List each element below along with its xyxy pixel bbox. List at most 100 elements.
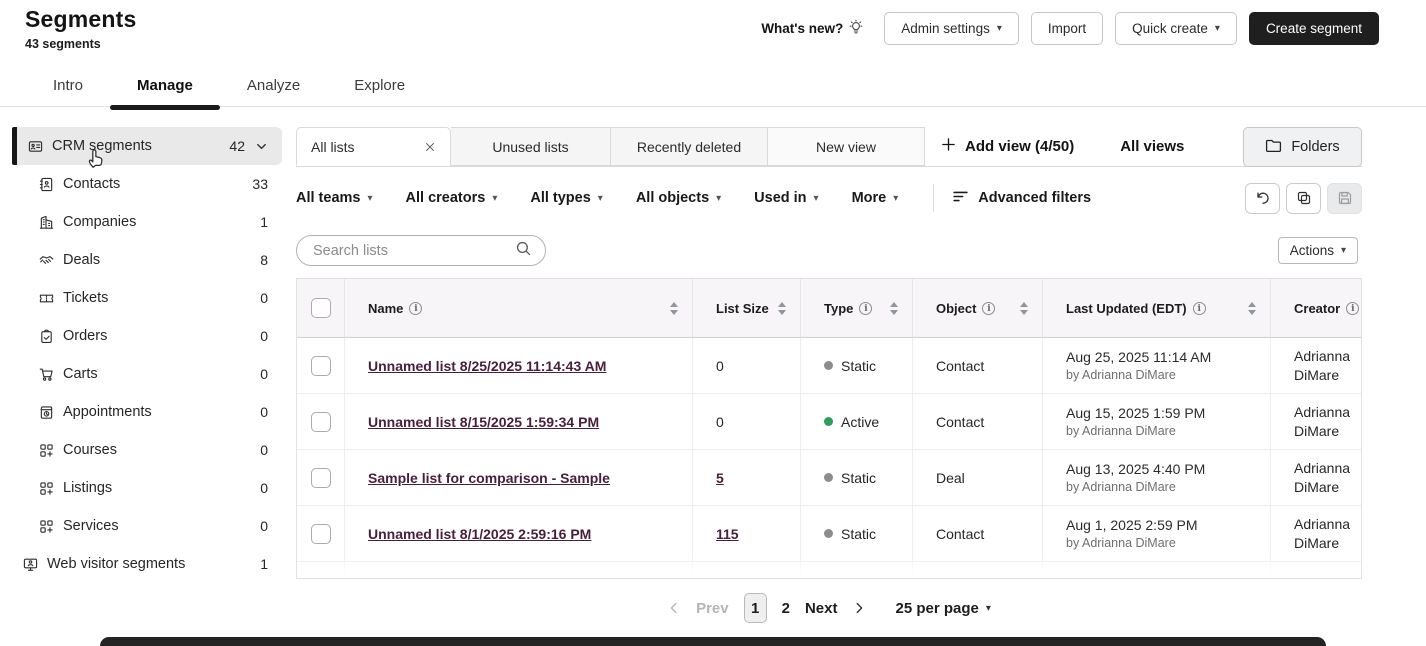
row-select-cell — [297, 394, 345, 450]
view-tab-new-view[interactable]: New view — [768, 127, 925, 166]
sidebar-item-tickets[interactable]: Tickets0 — [0, 279, 282, 317]
import-button[interactable]: Import — [1031, 12, 1103, 45]
list-size-value[interactable]: 115 — [716, 526, 739, 542]
main-panel: All listsUnused listsRecently deletedNew… — [296, 127, 1362, 579]
add-view-button[interactable]: Add view (4/50) — [941, 127, 1074, 166]
actions-button[interactable]: Actions ▾ — [1278, 237, 1358, 264]
grid-plus-icon — [38, 442, 54, 458]
type-value: Static — [841, 358, 876, 374]
advanced-filters-button[interactable]: Advanced filters — [952, 188, 1091, 209]
sidebar-item-web-visitor-segments[interactable]: Web visitor segments1 — [0, 545, 282, 583]
view-tab-unused-lists[interactable]: Unused lists — [451, 127, 611, 166]
name-cell: Unnamed list 8/25/2025 11:14:43 AM — [345, 338, 693, 394]
search-box[interactable] — [296, 235, 546, 266]
view-tabs: All listsUnused listsRecently deletedNew… — [296, 127, 1362, 167]
caret-down-icon: ▾ — [997, 23, 1002, 34]
tab-manage[interactable]: Manage — [137, 64, 193, 107]
list-name-link[interactable]: Unnamed list 8/1/2025 2:59:16 PM — [368, 526, 591, 542]
quick-create-button[interactable]: Quick create ▾ — [1115, 12, 1237, 45]
per-page-selector[interactable]: 25 per page ▾ — [895, 600, 990, 617]
sidebar-item-orders[interactable]: Orders0 — [0, 317, 282, 355]
select-all-checkbox[interactable] — [311, 298, 331, 318]
info-icon: i — [1346, 302, 1359, 315]
chevron-right-icon[interactable] — [852, 601, 866, 615]
undo-button[interactable] — [1245, 183, 1280, 214]
sort-icon[interactable] — [890, 302, 898, 315]
tab-intro[interactable]: Intro — [53, 64, 83, 107]
sidebar-item-carts[interactable]: Carts0 — [0, 355, 282, 393]
row-checkbox[interactable] — [311, 412, 331, 432]
chevron-left-icon[interactable] — [667, 601, 681, 615]
sidebar-item-companies[interactable]: Companies1 — [0, 203, 282, 241]
filter-dropdown-all-teams[interactable]: All teams▾ — [296, 190, 373, 206]
sidebar-item-label: Deals — [63, 252, 100, 268]
sidebar-item-listings[interactable]: Listings0 — [0, 469, 282, 507]
creator-value: Adrianna DiMare — [1294, 403, 1350, 441]
type-cell: Static — [801, 506, 913, 562]
view-tab-recently-deleted[interactable]: Recently deleted — [611, 127, 768, 166]
row-checkbox[interactable] — [311, 356, 331, 376]
list-size-value[interactable]: 5 — [716, 470, 724, 486]
sort-icon[interactable] — [778, 302, 786, 315]
add-view-label: Add view (4/50) — [965, 138, 1074, 155]
sort-icon[interactable] — [670, 302, 678, 315]
page-2-button[interactable]: 2 — [782, 600, 790, 617]
close-icon[interactable] — [424, 141, 436, 153]
list-name-link[interactable]: Unnamed list 8/25/2025 11:14:43 AM — [368, 358, 606, 374]
table-header-row: NameiList SizeTypeiObjectiLast Updated (… — [297, 279, 1361, 338]
column-header-last-updated-edt[interactable]: Last Updated (EDT)i — [1043, 279, 1271, 338]
page-header: Segments 43 segments — [25, 6, 137, 51]
actions-label: Actions — [1290, 243, 1334, 258]
sidebar-item-services[interactable]: Services0 — [0, 507, 282, 545]
filter-dropdown-used-in[interactable]: Used in▾ — [754, 190, 818, 206]
folders-button[interactable]: Folders — [1243, 127, 1362, 167]
sidebar-item-appointments[interactable]: Appointments0 — [0, 393, 282, 431]
caret-down-icon: ▾ — [716, 193, 721, 204]
whats-new-link[interactable]: What's new? — [761, 19, 864, 38]
sidebar-item-contacts[interactable]: Contacts33 — [0, 165, 282, 203]
creator-value: Adrianna DiMare — [1294, 347, 1350, 385]
info-icon: i — [409, 302, 422, 315]
column-header-list-size[interactable]: List Size — [693, 279, 801, 338]
sidebar-item-deals[interactable]: Deals8 — [0, 241, 282, 279]
tab-analyze[interactable]: Analyze — [247, 64, 300, 107]
column-header-type[interactable]: Typei — [801, 279, 913, 338]
column-header-object[interactable]: Objecti — [913, 279, 1043, 338]
appointments-icon — [38, 404, 54, 420]
filter-dropdown-label: Used in — [754, 190, 806, 206]
search-input[interactable] — [313, 243, 515, 259]
filter-icon — [952, 188, 969, 209]
sort-icon[interactable] — [1248, 302, 1256, 315]
filter-dropdown-all-objects[interactable]: All objects▾ — [636, 190, 721, 206]
column-header-name[interactable]: Namei — [345, 279, 693, 338]
per-page-label: 25 per page — [895, 600, 978, 617]
page-1-button[interactable]: 1 — [744, 593, 767, 623]
object-cell: Contact — [913, 394, 1043, 450]
list-name-link[interactable]: Sample list for comparison - Sample — [368, 470, 610, 486]
prev-page-button[interactable]: Prev — [696, 600, 729, 617]
type-value: Active — [841, 414, 879, 430]
creator-cell: Adrianna DiMare — [1271, 506, 1361, 562]
row-checkbox[interactable] — [311, 524, 331, 544]
create-segment-button[interactable]: Create segment — [1249, 12, 1379, 45]
segment-count: 43 segments — [25, 37, 137, 51]
list-name-link[interactable]: Unnamed list 8/15/2025 1:59:34 PM — [368, 414, 599, 430]
filter-dropdown-more[interactable]: More▾ — [852, 190, 899, 206]
last-updated-by: by Adrianna DiMare — [1066, 480, 1205, 494]
sidebar-item-label: Contacts — [63, 176, 120, 192]
row-checkbox[interactable] — [311, 468, 331, 488]
copy-button[interactable] — [1286, 183, 1321, 214]
updated-cell: Aug 13, 2025 4:40 PMby Adrianna DiMare — [1043, 450, 1271, 506]
all-views-button[interactable]: All views — [1120, 138, 1184, 155]
chevron-down-icon[interactable] — [255, 140, 268, 153]
next-page-button[interactable]: Next — [805, 600, 838, 617]
admin-settings-button[interactable]: Admin settings ▾ — [884, 12, 1019, 45]
view-tab-all-lists[interactable]: All lists — [296, 127, 451, 166]
filter-dropdown-all-creators[interactable]: All creators▾ — [406, 190, 498, 206]
sidebar-item-courses[interactable]: Courses0 — [0, 431, 282, 469]
filter-dropdown-all-types[interactable]: All types▾ — [530, 190, 602, 206]
tab-explore[interactable]: Explore — [354, 64, 405, 107]
sidebar-item-count: 0 — [260, 480, 268, 496]
sidebar-item-crm-segments[interactable]: CRM segments42 — [12, 127, 282, 165]
sort-icon[interactable] — [1020, 302, 1028, 315]
